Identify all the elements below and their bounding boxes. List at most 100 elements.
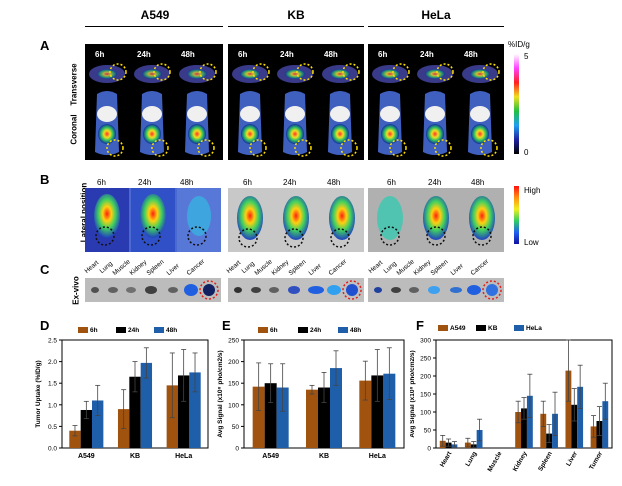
pet-image-a549: 6h 24h 48h	[85, 44, 223, 160]
pet-scale-min: 0	[524, 148, 529, 157]
bar	[276, 387, 289, 448]
bli-kb-art	[228, 188, 364, 252]
x-tick-label: A549	[262, 453, 279, 460]
y-tick-label: 300	[420, 338, 431, 345]
panel-f-letter: F	[416, 318, 424, 333]
group-title-a549: A549	[140, 8, 170, 22]
group-title-kb: KB	[287, 8, 305, 22]
y-tick-label: 150	[420, 392, 431, 399]
panel-e-letter: E	[222, 318, 231, 333]
legend-swatch	[476, 325, 486, 331]
x-tick-label: A549	[78, 453, 95, 460]
exvivo-kb-art	[228, 278, 364, 302]
bar	[571, 404, 578, 448]
y-tick-label: 150	[228, 381, 239, 388]
bli-image-a549	[85, 188, 221, 252]
time-label: 48h	[464, 50, 478, 59]
time-label: 24h	[137, 50, 151, 59]
bli-color-scale	[514, 186, 519, 244]
bar	[526, 395, 533, 448]
panel-d-letter: D	[40, 318, 50, 333]
y-tick-label: 250	[420, 356, 431, 363]
pet-hela-art	[372, 63, 500, 157]
y-tick-label: 2.0	[48, 359, 57, 366]
time-label: 6h	[387, 178, 396, 187]
organ-label: Spleen	[145, 258, 166, 277]
x-tick-label: Muscle	[487, 450, 504, 473]
bar	[602, 401, 609, 448]
organ-label: Heart	[83, 259, 101, 275]
pet-image-kb: 6h 24h 48h	[228, 44, 364, 160]
organ-label: Kidney	[270, 258, 291, 277]
exvivo-image-kb	[228, 278, 364, 302]
time-label: 48h	[180, 178, 194, 187]
pet-kb-art	[232, 63, 360, 157]
bar	[80, 409, 93, 448]
x-tick-label: Liver	[565, 450, 579, 467]
y-tick-label: 2.5	[48, 338, 57, 345]
legend-swatch	[338, 327, 348, 333]
x-tick-label: Heart	[439, 450, 454, 469]
y-axis-label: Avg Signal (x10⁸ pho/cm2/s)	[410, 350, 416, 437]
y-axis-label: Tumor Uptake (%ID/g)	[35, 360, 42, 427]
legend-label: 48h	[166, 327, 177, 334]
group-rule-a549	[85, 26, 223, 27]
organ-label: Cancer	[185, 258, 207, 277]
y-tick-label: 0	[235, 446, 239, 453]
y-tick-label: 100	[420, 410, 431, 417]
exvivo-image-hela	[368, 278, 504, 302]
bli-image-kb	[228, 188, 364, 252]
group-rule-kb	[228, 26, 364, 27]
bar	[383, 373, 396, 448]
time-label: 6h	[95, 50, 105, 59]
y-axis-label: Avg Signal (x10⁸ pho/cm2/s)	[217, 350, 224, 437]
bar	[264, 383, 277, 448]
legend-swatch	[514, 325, 524, 331]
bli-a549-art	[85, 188, 221, 252]
bar	[306, 389, 318, 448]
x-tick-label: Kidney	[512, 450, 529, 473]
organ-label: Muscle	[253, 258, 274, 277]
pet-scale-unit: %ID/g	[508, 40, 530, 49]
bar	[177, 375, 190, 448]
organ-label: Kidney	[128, 258, 149, 277]
legend-swatch	[298, 327, 308, 333]
time-label: 24h	[428, 178, 442, 187]
y-tick-label: 0	[427, 446, 431, 453]
group-title-hela: HeLa	[421, 8, 451, 22]
bli-hela-art	[368, 188, 504, 252]
organ-label: Kidney	[412, 258, 433, 277]
y-tick-label: 0.5	[48, 424, 57, 431]
time-label: 6h	[243, 178, 252, 187]
chart-tumor-uptake: 0.0 0.5 1.0 1.5 2.0 2.5 Tumor Uptake (%ID/g) A5…	[35, 327, 209, 460]
bar	[252, 386, 265, 448]
bar	[371, 375, 384, 448]
panel-c-letter: C	[40, 262, 50, 277]
exvivo-image-a549	[85, 278, 221, 302]
organ-label: Liver	[449, 262, 465, 277]
pet-scale-max: 5	[524, 52, 529, 61]
group-rule-hela	[368, 26, 504, 27]
time-label: 24h	[420, 50, 434, 59]
legend-label: KB	[488, 325, 498, 332]
bar	[521, 408, 527, 448]
time-label: 6h	[238, 50, 248, 59]
bli-scale-low: Low	[524, 238, 539, 247]
bar	[565, 370, 572, 448]
chart-avg-signal-lateral: 0 50 100 150 200 250 Avg Signal (x10⁸ pho/cm2/…	[217, 327, 405, 460]
organ-label: Muscle	[111, 258, 132, 277]
organ-label: Cancer	[469, 258, 491, 277]
organ-label: Cancer	[327, 258, 349, 277]
legend-label: 24h	[128, 327, 139, 334]
organ-label: Liver	[307, 262, 323, 277]
x-tick-label: Spleen	[537, 450, 554, 472]
exvivo-a549-art	[85, 278, 221, 302]
y-tick-label: 50	[424, 428, 432, 435]
legend-label: 24h	[310, 327, 321, 334]
row-label-exvivo: Ex-vivo	[71, 276, 81, 305]
time-label: 6h	[378, 50, 388, 59]
bar	[359, 380, 372, 448]
y-tick-label: 200	[228, 359, 239, 366]
legend-label: A549	[450, 325, 466, 332]
pet-color-scale	[514, 54, 519, 154]
